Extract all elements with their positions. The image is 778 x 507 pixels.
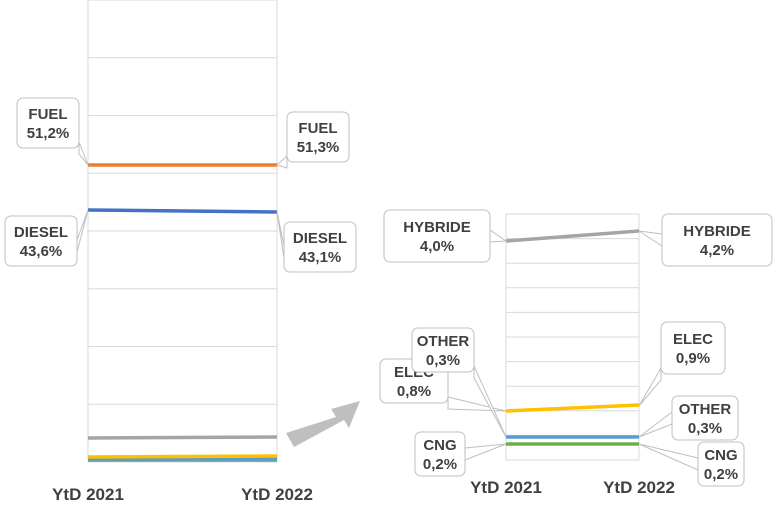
- series-line-diesel: [87, 208, 278, 214]
- callout-cng-right: CNG 0,2%: [638, 441, 745, 487]
- callout-box: [671, 395, 739, 441]
- callout-pointer: [473, 365, 507, 438]
- zoom-arrow: [286, 401, 360, 447]
- series-label: DIESEL: [14, 224, 68, 241]
- callout-pointer: [638, 443, 699, 471]
- series-label: OTHER: [679, 401, 732, 418]
- callout-box: [411, 327, 475, 373]
- callout-box: [383, 209, 491, 263]
- callout-pointer: [76, 209, 89, 253]
- callout-box: [414, 431, 466, 477]
- callout-diesel-right: DIESEL 43,1%: [276, 211, 357, 273]
- data-label: 0,2%: [704, 466, 738, 483]
- x-tick-label-ytd-2022: YtD 2022: [241, 485, 313, 504]
- data-label: 4,0%: [420, 238, 454, 255]
- x-tick-label-ytd-2021: YtD 2021: [470, 478, 542, 497]
- data-label: 0,3%: [688, 420, 722, 437]
- series-label: HYBRIDE: [683, 223, 751, 240]
- callout-pointer: [78, 141, 89, 166]
- x-tick-label-ytd-2021: YtD 2021: [52, 485, 124, 504]
- callout-box: [661, 213, 773, 267]
- callout-box: [4, 215, 78, 267]
- callout-hybride-left: HYBRIDE 4,0%: [383, 209, 508, 263]
- data-label: 51,2%: [27, 125, 70, 142]
- data-label: 0,8%: [397, 383, 431, 400]
- callout-box: [283, 221, 357, 273]
- zoom-arrow-shape: [286, 401, 360, 447]
- callout-pointer: [638, 410, 673, 438]
- series-label: FUEL: [298, 120, 337, 137]
- series-label: CNG: [704, 447, 737, 464]
- data-label: 43,6%: [20, 243, 63, 260]
- left-chart: YtD 2021 YtD 2022 FUEL 51,2% FUEL 51,3% DIESEL…: [4, 0, 357, 504]
- series-label: FUEL: [28, 106, 67, 123]
- data-label: 43,1%: [299, 249, 342, 266]
- callout-diesel-left: DIESEL 43,6%: [4, 209, 89, 267]
- callout-hybride-right: HYBRIDE 4,2%: [638, 213, 773, 267]
- data-label: 51,3%: [297, 139, 340, 156]
- callout-pointer: [464, 443, 507, 461]
- series-line-elec: [87, 454, 278, 459]
- series-line-hybride: [87, 435, 278, 440]
- series-label: OTHER: [417, 333, 470, 350]
- callout-other-left: OTHER 0,3%: [411, 327, 507, 438]
- callout-fuel-left: FUEL 51,2%: [16, 97, 89, 166]
- callout-pointer: [276, 211, 285, 259]
- callout-pointer: [489, 229, 508, 243]
- series-line-elec: [505, 403, 640, 413]
- callout-box: [660, 321, 726, 375]
- x-tick-label-ytd-2022: YtD 2022: [603, 478, 675, 497]
- callout-pointer: [276, 154, 288, 169]
- data-label: 0,2%: [423, 456, 457, 473]
- series-label: HYBRIDE: [403, 219, 471, 236]
- series-label: CNG: [423, 437, 456, 454]
- data-label: 4,2%: [700, 242, 734, 259]
- right-chart: YtD 2021 YtD 2022 HYBRIDE 4,0% HYBRIDE 4,2% EL…: [379, 209, 773, 497]
- callout-elec-right: ELEC 0,9%: [638, 321, 726, 407]
- callout-box: [286, 111, 350, 163]
- callout-box: [697, 441, 745, 487]
- series-label: DIESEL: [293, 230, 347, 247]
- callout-other-right: OTHER 0,3%: [638, 395, 739, 441]
- callout-box: [16, 97, 80, 149]
- series-label: ELEC: [673, 331, 713, 348]
- callout-fuel-right: FUEL 51,3%: [276, 111, 350, 169]
- data-label: 0,3%: [426, 352, 460, 369]
- callout-pointer: [638, 230, 663, 247]
- callout-pointer: [638, 366, 662, 407]
- data-label: 0,9%: [676, 350, 710, 367]
- series-line-hybride: [505, 229, 640, 243]
- callout-pointer: [447, 396, 507, 412]
- callout-cng-left: CNG 0,2%: [414, 431, 507, 477]
